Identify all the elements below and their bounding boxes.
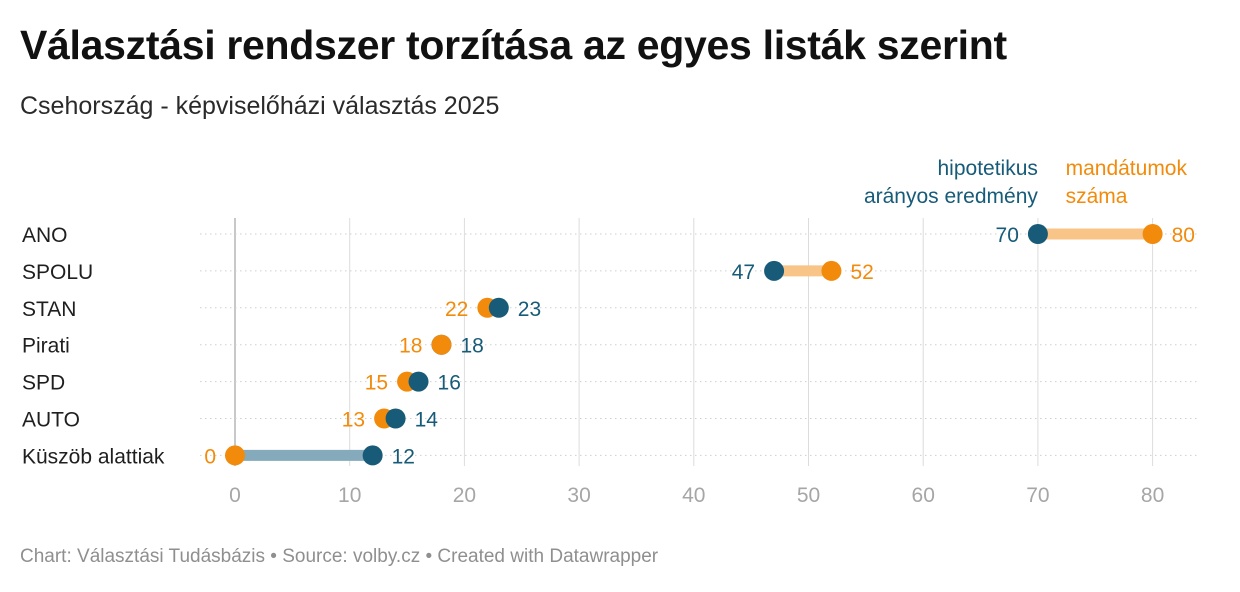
x-tick-label: 70 (1026, 484, 1049, 507)
x-tick-label: 80 (1141, 484, 1164, 507)
category-label: SPOLU (22, 261, 93, 284)
category-label: ANO (22, 224, 68, 247)
seats-value-label: 18 (399, 335, 422, 358)
x-tick-label: 20 (453, 484, 476, 507)
x-tick-label: 10 (338, 484, 361, 507)
seats-dot (225, 445, 245, 466)
legend-seats-line1: mandátumok (1066, 157, 1188, 180)
proportional-dot (1027, 224, 1048, 244)
x-tick-label: 30 (567, 484, 590, 507)
category-label: Pirati (22, 335, 70, 358)
chart-subtitle: Csehország - képviselőházi választás 202… (20, 92, 500, 120)
seats-value-label: 13 (342, 409, 365, 432)
seats-value-label: 52 (850, 261, 873, 284)
proportional-dot (408, 371, 429, 392)
seats-dot (821, 260, 842, 281)
chart-title: Választási rendszer torzítása az egyes l… (20, 22, 1007, 68)
x-tick-label: 40 (682, 484, 705, 507)
category-label: Küszöb alattiak (22, 445, 165, 468)
proportional-dot (385, 408, 406, 429)
proportional-value-label: 18 (460, 335, 483, 358)
x-tick-label: 0 (229, 484, 241, 507)
proportional-value-label: 47 (732, 261, 755, 284)
seats-value-label: 80 (1172, 224, 1195, 247)
proportional-value-label: 23 (518, 298, 541, 321)
legend-proportional-line2: arányos eredmény (864, 185, 1038, 208)
seats-value-label: 0 (204, 445, 216, 468)
proportional-value-label: 14 (415, 409, 439, 432)
seats-dot (431, 334, 452, 355)
x-tick-label: 50 (797, 484, 820, 507)
category-label: STAN (22, 298, 76, 321)
legend-seats-line2: száma (1066, 185, 1128, 208)
proportional-value-label: 16 (438, 372, 461, 395)
chart-footer: Chart: Választási Tudásbázis • Source: v… (20, 546, 659, 567)
category-label: SPD (22, 372, 65, 395)
proportional-dot (488, 297, 509, 318)
proportional-dot (362, 445, 383, 466)
seats-value-label: 22 (445, 298, 468, 321)
x-tick-label: 60 (912, 484, 935, 507)
legend-proportional-line1: hipotetikus (937, 157, 1037, 180)
proportional-value-label: 12 (392, 445, 415, 468)
proportional-value-label: 70 (996, 224, 1019, 247)
proportional-dot (764, 260, 785, 281)
category-label: AUTO (22, 409, 80, 432)
seats-dot (1142, 224, 1163, 244)
seats-value-label: 15 (365, 372, 388, 395)
